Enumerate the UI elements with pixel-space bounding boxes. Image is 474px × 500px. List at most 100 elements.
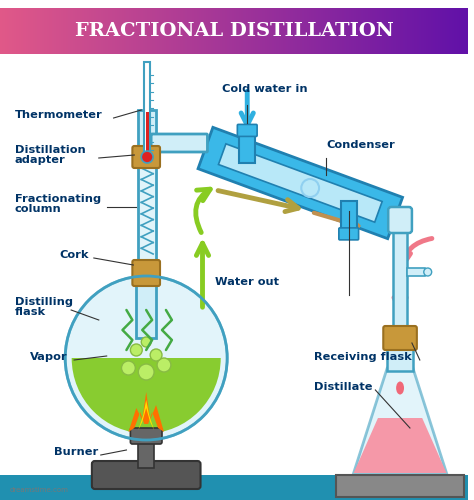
Bar [279, 8, 282, 54]
Bar [80, 8, 83, 54]
Polygon shape [198, 128, 402, 238]
Bar [63, 8, 66, 54]
Bar [459, 8, 462, 54]
Bar [464, 8, 467, 54]
Bar [342, 8, 345, 54]
Bar [281, 8, 284, 54]
Bar [290, 8, 293, 54]
Bar [356, 8, 359, 54]
Circle shape [138, 364, 154, 380]
Bar [389, 8, 392, 54]
Bar [466, 8, 469, 54]
Text: Distillation: Distillation [15, 145, 86, 155]
Bar [211, 8, 214, 54]
Bar [103, 8, 106, 54]
Bar [96, 8, 100, 54]
Bar [152, 8, 155, 54]
Bar [326, 8, 329, 54]
Bar [440, 8, 444, 54]
Bar [237, 8, 240, 54]
Bar [146, 112, 149, 152]
Bar [33, 8, 36, 54]
Bar [321, 8, 324, 54]
Bar [417, 8, 420, 54]
Circle shape [141, 151, 153, 163]
Bar [253, 8, 256, 54]
Bar [241, 8, 245, 54]
Bar [150, 8, 153, 54]
Bar [269, 8, 273, 54]
Bar [145, 8, 148, 54]
Bar [421, 8, 425, 54]
Bar [410, 8, 413, 54]
Bar [178, 8, 181, 54]
Bar [250, 8, 254, 54]
Bar [82, 8, 85, 54]
Bar [84, 8, 88, 54]
Bar [382, 8, 385, 54]
Bar [405, 8, 408, 54]
Bar [244, 8, 247, 54]
Text: ID 168580984 © VectorMine: ID 168580984 © VectorMine [375, 488, 454, 493]
Bar [9, 8, 13, 54]
Bar [393, 223, 407, 328]
Bar [94, 8, 97, 54]
Text: flask: flask [15, 307, 46, 317]
Bar [438, 8, 441, 54]
Bar [21, 8, 24, 54]
Bar [98, 8, 101, 54]
Bar [267, 8, 270, 54]
Text: column: column [15, 204, 62, 214]
Bar [37, 8, 41, 54]
Bar [288, 8, 292, 54]
Bar [119, 8, 123, 54]
Bar [187, 8, 191, 54]
Bar [354, 8, 357, 54]
Bar [143, 8, 146, 54]
FancyBboxPatch shape [237, 124, 257, 136]
Bar [169, 8, 172, 54]
Bar [351, 8, 355, 54]
Bar [314, 8, 317, 54]
Bar [297, 8, 301, 54]
Bar [30, 8, 34, 54]
Bar [272, 8, 275, 54]
Bar [248, 8, 252, 54]
Bar [14, 8, 18, 54]
Bar [412, 8, 415, 54]
Bar [65, 8, 69, 54]
Bar [17, 8, 20, 54]
Bar [335, 8, 338, 54]
Text: FRACTIONAL DISTILLATION: FRACTIONAL DISTILLATION [75, 22, 393, 40]
Bar [52, 8, 55, 54]
Circle shape [121, 361, 136, 375]
Bar [138, 160, 156, 262]
Text: Cold water in: Cold water in [222, 84, 308, 94]
Text: Distillate: Distillate [314, 382, 373, 392]
Bar [396, 8, 399, 54]
Bar [136, 8, 139, 54]
Bar [5, 8, 8, 54]
Bar [445, 8, 448, 54]
Text: Thermometer: Thermometer [15, 110, 102, 120]
Bar [391, 8, 394, 54]
Bar [307, 8, 310, 54]
Bar [229, 8, 233, 54]
Bar [115, 8, 118, 54]
Bar [374, 8, 378, 54]
Bar [209, 8, 212, 54]
Bar [194, 8, 198, 54]
Bar [56, 8, 60, 54]
Bar [138, 8, 141, 54]
Bar [332, 8, 336, 54]
Circle shape [150, 349, 162, 361]
Bar [137, 278, 156, 338]
Bar [407, 268, 425, 276]
Bar [370, 8, 373, 54]
Bar [206, 8, 210, 54]
Bar [140, 8, 144, 54]
Bar [110, 8, 113, 54]
Bar [7, 8, 10, 54]
Bar [199, 8, 202, 54]
Bar [264, 8, 268, 54]
